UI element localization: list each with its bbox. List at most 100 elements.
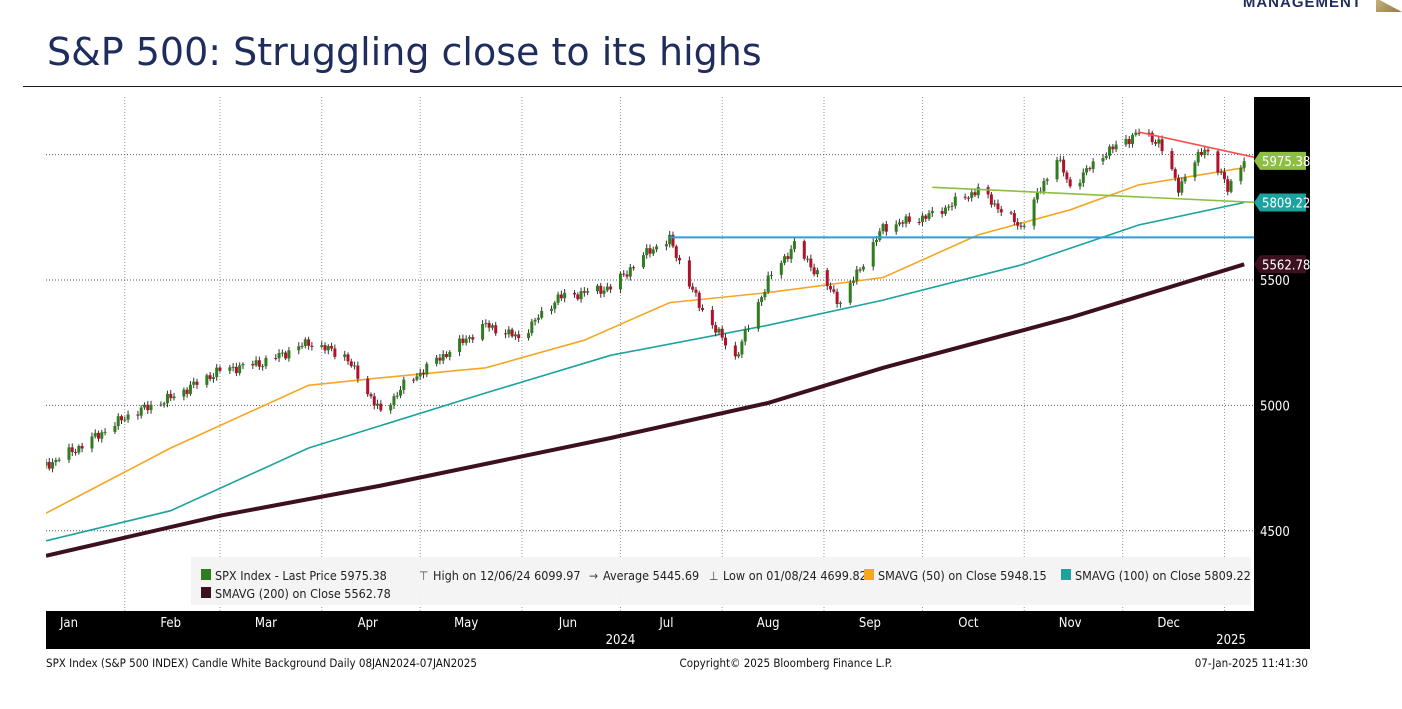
candle-body — [231, 366, 235, 368]
candle-body — [169, 393, 173, 399]
candle-body — [1055, 160, 1059, 180]
candle-body — [1058, 159, 1062, 161]
candle-body — [113, 426, 117, 432]
spx-candlestick-chart: 4500 5000 5500 Jan Feb Mar Apr May Jun Jul Aug Sep O… — [46, 97, 1310, 675]
candle-body — [261, 366, 265, 368]
candle-body — [1101, 158, 1105, 162]
candle-body — [77, 445, 81, 453]
candle-body — [924, 215, 928, 219]
resistance-trendline — [1138, 131, 1255, 158]
candle-body — [835, 291, 839, 304]
candle-body — [1081, 172, 1085, 184]
candles-group — [46, 128, 1246, 473]
candle-body — [418, 372, 422, 377]
candle-body — [1219, 171, 1223, 173]
x-month-label: Jun — [558, 616, 577, 631]
candle-body — [720, 328, 724, 338]
candle-body — [943, 207, 947, 214]
candle-body — [1068, 179, 1072, 187]
candle-body — [737, 354, 741, 357]
candle-body — [694, 289, 698, 293]
candle-body — [507, 329, 511, 335]
candle-body — [185, 389, 189, 394]
candle-body — [74, 451, 78, 453]
candle-body — [425, 363, 429, 375]
sma100-line — [46, 201, 1245, 542]
candle-body — [852, 280, 856, 283]
candle-body — [139, 407, 143, 416]
candle-body — [1127, 138, 1131, 145]
candle-body — [46, 461, 48, 466]
candle-body — [182, 389, 186, 397]
candle-body — [664, 244, 668, 247]
sma50-line — [46, 166, 1245, 514]
candle-body — [1124, 138, 1128, 145]
candle-body — [996, 203, 1000, 210]
candle-body — [257, 360, 261, 367]
candle-body — [1088, 168, 1092, 170]
candle-body — [149, 404, 153, 411]
candle-body — [897, 222, 901, 225]
candle-body — [829, 286, 833, 290]
candle-body — [461, 338, 465, 343]
candle-body — [1104, 155, 1108, 159]
candle-body — [671, 234, 675, 247]
candle-body — [464, 338, 468, 343]
candle-body — [1193, 162, 1197, 178]
price-tag-label: 5809.22 — [1262, 197, 1310, 212]
candle-body — [1206, 149, 1210, 152]
candle-body — [162, 403, 166, 405]
legend-swatch — [864, 569, 874, 580]
candle-body — [815, 270, 819, 275]
x-month-label: Dec — [1157, 616, 1180, 631]
legend-entry: SMAVG (50) on Close 5948.15 — [878, 568, 1047, 583]
candle-body — [743, 329, 747, 342]
candle-body — [1022, 225, 1026, 227]
candle-body — [999, 209, 1003, 213]
candle-body — [441, 354, 445, 361]
candle-body — [655, 246, 659, 250]
candle-body — [93, 432, 97, 437]
candle-body — [376, 403, 380, 406]
candle-body — [67, 447, 71, 460]
candle-body — [1147, 132, 1151, 134]
candle-body — [530, 321, 534, 334]
candle-body — [356, 365, 360, 379]
candle-body — [1032, 199, 1036, 226]
legend: SPX Index - Last Price 5975.38 ⊤ High on 1… — [191, 557, 1251, 605]
candle-body — [1012, 213, 1016, 223]
x-month-label: Nov — [1059, 616, 1082, 631]
candle-body — [970, 192, 974, 198]
candle-body — [422, 372, 425, 375]
candle-body — [165, 393, 169, 404]
candle-body — [1134, 132, 1138, 135]
candle-body — [812, 267, 816, 275]
candle-body — [1019, 225, 1023, 227]
candle-body — [1170, 151, 1174, 170]
candle-body — [1042, 180, 1046, 192]
legend-swatch — [201, 569, 211, 580]
candle-body — [1131, 134, 1135, 145]
candle-body — [481, 323, 485, 340]
candle-body — [415, 376, 419, 380]
x-month-label: Jan — [59, 616, 78, 631]
candle-body — [349, 361, 353, 367]
candle-body — [211, 377, 215, 380]
candle-body — [399, 389, 403, 396]
candle-body — [763, 292, 767, 298]
candle-body — [1183, 177, 1187, 182]
candle-body — [504, 333, 508, 335]
legend-average-icon: → — [589, 569, 598, 583]
candle-body — [310, 345, 314, 347]
candle-body — [989, 194, 993, 205]
candle-body — [766, 275, 770, 293]
candle-body — [632, 267, 636, 269]
candle-body — [901, 222, 905, 224]
candle-body — [618, 273, 622, 290]
candle-body — [412, 379, 416, 381]
candle-body — [1226, 179, 1230, 192]
candle-body — [510, 329, 514, 337]
candle-body — [756, 302, 760, 329]
candle-body — [1085, 168, 1089, 173]
x-year-label: 2024 — [606, 633, 636, 648]
